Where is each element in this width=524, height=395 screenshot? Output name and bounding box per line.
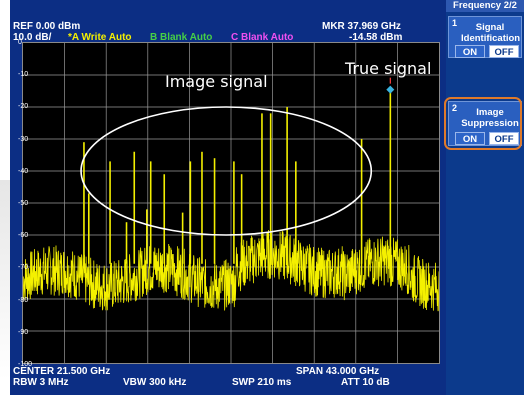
scale: 10.0 dB/ <box>13 32 52 43</box>
y-tick-label: -20 <box>18 103 29 111</box>
image-suppression-highlight <box>444 97 522 150</box>
y-tick-label: -90 <box>18 328 29 336</box>
sweep-time: SWP 210 ms <box>232 377 292 388</box>
softkey-label-line1: Image <box>476 107 504 118</box>
marker-level: -14.58 dBm <box>349 32 403 43</box>
softkey-label-line2: Suppression <box>461 118 519 129</box>
signal-identification-softkey[interactable]: 1 Signal Identification ON OFF <box>448 16 522 58</box>
y-tick-label: -50 <box>18 200 29 207</box>
softkey-panel <box>446 0 524 395</box>
softkey-label-line2: Identification <box>461 33 521 44</box>
marker-diamond <box>386 85 395 94</box>
trace-c-mode[interactable]: C Blank Auto <box>231 32 294 43</box>
image-signal-ellipse <box>80 106 373 236</box>
y-tick-label: -70 <box>18 264 29 272</box>
y-tick-label: -60 <box>18 232 29 240</box>
vbw: VBW 300 kHz <box>123 377 187 388</box>
image-signal-annotation: Image signal <box>165 72 268 91</box>
attenuation: ATT 10 dB <box>341 377 390 388</box>
signal-identification-on[interactable]: ON <box>455 45 485 58</box>
spectrum-plot[interactable] <box>22 42 440 364</box>
spectrum-chart <box>23 43 439 363</box>
y-tick-label: -80 <box>18 296 29 304</box>
noise-floor-trace <box>23 229 439 312</box>
softkey-number: 2 <box>452 103 458 113</box>
menu-title: Frequency 2/2 <box>446 0 524 12</box>
y-tick-label: -10 <box>18 71 29 79</box>
softkey-label-line1: Signal <box>475 22 505 33</box>
trace-b-mode[interactable]: B Blank Auto <box>150 32 213 43</box>
ref-level: REF 0.00 dBm <box>13 21 81 32</box>
rbw: RBW 3 MHz <box>13 377 69 388</box>
softkey-number: 1 <box>452 18 458 28</box>
marker-frequency: MKR 37.969 GHz <box>322 21 401 32</box>
y-tick-label: -30 <box>18 135 29 143</box>
true-signal-annotation: True signal <box>345 59 432 78</box>
y-tick-label: -100 <box>18 361 33 368</box>
trace-a-mode[interactable]: *A Write Auto <box>68 32 132 43</box>
span: SPAN 43.000 GHz <box>296 366 380 377</box>
y-tick-label: 0 <box>18 39 22 46</box>
y-tick-label: -40 <box>18 167 29 175</box>
image-suppression-on[interactable]: ON <box>455 132 485 145</box>
image-suppression-softkey[interactable]: 2 Image Suppression ON OFF <box>448 101 522 146</box>
image-suppression-off[interactable]: OFF <box>489 132 519 145</box>
center-frequency: CENTER 21.500 GHz <box>13 366 111 377</box>
signal-identification-off[interactable]: OFF <box>489 45 519 58</box>
